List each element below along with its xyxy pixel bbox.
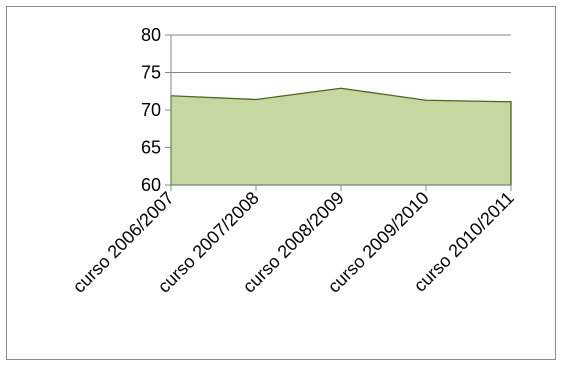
y-tick-label-60: 60 (141, 175, 161, 195)
y-tick-label-75: 75 (141, 63, 161, 83)
y-tick-label-80: 80 (141, 25, 161, 45)
area-series (170, 87, 512, 186)
y-tick-label-70: 70 (141, 100, 161, 120)
y-tick-label-65: 65 (141, 138, 161, 158)
